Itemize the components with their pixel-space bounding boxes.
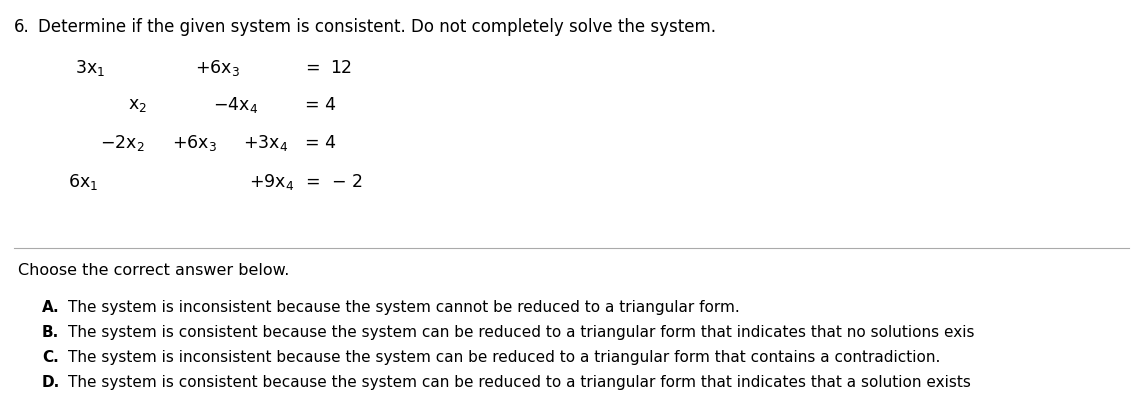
Text: =: = (305, 59, 320, 77)
Text: $\mathsf{+ 3x_{4}}$: $\mathsf{+ 3x_{4}}$ (243, 133, 288, 153)
Text: $\mathsf{+ 9x_{4}}$: $\mathsf{+ 9x_{4}}$ (249, 172, 294, 192)
Text: The system is consistent because the system can be reduced to a triangular form : The system is consistent because the sys… (67, 375, 970, 390)
Text: The system is inconsistent because the system can be reduced to a triangular for: The system is inconsistent because the s… (67, 350, 941, 365)
Text: The system is inconsistent because the system cannot be reduced to a triangular : The system is inconsistent because the s… (67, 300, 740, 315)
Text: $\mathsf{3x_{1}}$: $\mathsf{3x_{1}}$ (75, 58, 105, 78)
Text: $\mathsf{6x_{1}}$: $\mathsf{6x_{1}}$ (67, 172, 98, 192)
Text: 12: 12 (330, 59, 352, 77)
Text: $\mathsf{+ 6x_{3}}$: $\mathsf{+ 6x_{3}}$ (171, 133, 217, 153)
Text: $\mathsf{− 2x_{2}}$: $\mathsf{− 2x_{2}}$ (99, 133, 144, 153)
Text: $\mathsf{+ 6x_{3}}$: $\mathsf{+ 6x_{3}}$ (195, 58, 240, 78)
Text: = 4: = 4 (305, 96, 336, 114)
Text: B.: B. (42, 325, 59, 340)
Text: =: = (305, 173, 320, 191)
Text: − 2: − 2 (331, 173, 363, 191)
Text: Choose the correct answer below.: Choose the correct answer below. (18, 263, 289, 278)
Text: 6.: 6. (14, 18, 30, 36)
Text: C.: C. (42, 350, 58, 365)
Text: $\mathsf{x_{2}}$: $\mathsf{x_{2}}$ (128, 96, 147, 114)
Text: $\mathsf{− 4x_{4}}$: $\mathsf{− 4x_{4}}$ (213, 95, 258, 115)
Text: = 4: = 4 (305, 134, 336, 152)
Text: Determine if the given system is consistent. Do not completely solve the system.: Determine if the given system is consist… (38, 18, 716, 36)
Text: D.: D. (42, 375, 61, 390)
Text: The system is consistent because the system can be reduced to a triangular form : The system is consistent because the sys… (67, 325, 975, 340)
Text: A.: A. (42, 300, 59, 315)
